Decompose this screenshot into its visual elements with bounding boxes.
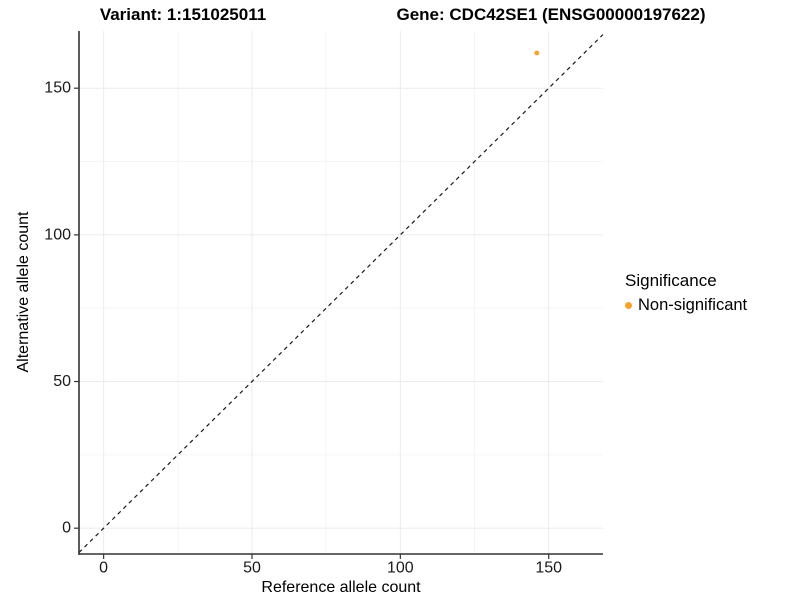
y-tick-label: 150 [44, 80, 71, 97]
x-tick-label: 150 [535, 560, 562, 577]
plot-title-variant: Variant: 1:151025011 [99, 5, 267, 24]
legend: Significance Non-significant [625, 271, 747, 315]
y-tick-label: 0 [62, 520, 71, 537]
plot-title-gene: Gene: CDC42SE1 (ENSG00000197622) [396, 5, 706, 24]
identity-reference-line [78, 34, 604, 553]
x-tick-label: 50 [243, 560, 261, 577]
y-tick-label: 50 [53, 373, 71, 390]
x-tick-label: 100 [387, 560, 414, 577]
legend-item-non-significant: Non-significant [625, 296, 747, 315]
x-axis-label: Reference allele count [261, 579, 421, 596]
x-tick-label: 0 [99, 560, 108, 577]
legend-title: Significance [625, 271, 717, 290]
data-point [534, 50, 540, 56]
legend-item-label: Non-significant [638, 296, 748, 314]
legend-point-icon [625, 302, 632, 309]
y-tick-label: 100 [44, 226, 71, 243]
